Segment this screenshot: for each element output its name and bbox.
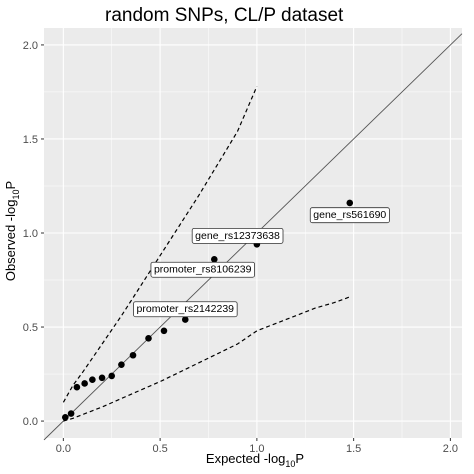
data-point <box>210 256 218 263</box>
x-tick-label: 1.0 <box>249 443 264 455</box>
y-tick-label: 1.0 <box>23 228 38 240</box>
chart-title: random SNPs, CL/P dataset <box>105 5 344 26</box>
x-tick-label: 2.0 <box>443 443 458 455</box>
x-tick-label: 1.5 <box>346 443 361 455</box>
data-point <box>61 414 69 421</box>
y-axis-label-main: Observed -log <box>3 200 18 282</box>
annotations: gene_rs561690 gene_rs12373638 promoter_rs8… <box>133 207 390 318</box>
axis-ticks: 0.0 0.5 1.0 1.5 2.0 0.0 0.5 1.0 1.5 2.0 <box>23 40 458 455</box>
data-point <box>73 383 81 391</box>
annotation-text: gene_rs561690 <box>313 209 386 221</box>
y-axis-label-tail: P <box>3 181 18 190</box>
y-tick-label: 0.5 <box>23 322 38 334</box>
x-axis-label-main: Expected -log <box>206 451 286 466</box>
annotation-text: promoter_rs8106239 <box>154 264 252 276</box>
data-point <box>89 376 96 383</box>
annotation-box <box>133 301 238 318</box>
data-points <box>61 199 354 421</box>
data-point <box>67 410 75 417</box>
annotation-label: promoter_rs2142239 <box>133 301 238 318</box>
y-axis-label-sub: 10 <box>11 190 21 200</box>
annotation-box <box>150 261 255 278</box>
x-axis-label: Expected -log10P <box>206 451 304 469</box>
annotation-text: promoter_rs2142239 <box>137 303 235 315</box>
y-tick-label: 0.0 <box>23 416 38 428</box>
data-point <box>108 372 116 380</box>
annotation-text: gene_rs12373638 <box>195 230 280 242</box>
annotation-box <box>309 207 390 224</box>
data-point <box>129 351 137 359</box>
y-axis-label: Observed -log10P <box>3 181 21 281</box>
x-axis-label-sub: 10 <box>285 459 295 469</box>
data-point <box>346 199 354 207</box>
y-tick-label: 2.0 <box>23 40 38 52</box>
annotation-label: gene_rs12373638 <box>191 227 284 244</box>
y-tick-label: 1.5 <box>23 134 38 146</box>
lower-confidence-bound <box>63 296 351 422</box>
data-point <box>145 335 152 342</box>
annotation-label: gene_rs561690 <box>309 207 390 224</box>
x-tick-label: 0.0 <box>56 443 71 455</box>
data-point <box>81 380 88 387</box>
x-tick-label: 0.5 <box>152 443 167 455</box>
annotation-box <box>191 227 284 244</box>
data-point <box>98 374 106 382</box>
annotation-label: promoter_rs8106239 <box>150 261 255 278</box>
data-point <box>118 361 125 368</box>
x-axis-label-tail: P <box>295 451 304 466</box>
upper-confidence-bound <box>62 86 258 403</box>
data-point <box>160 327 168 335</box>
data-point <box>181 316 189 323</box>
